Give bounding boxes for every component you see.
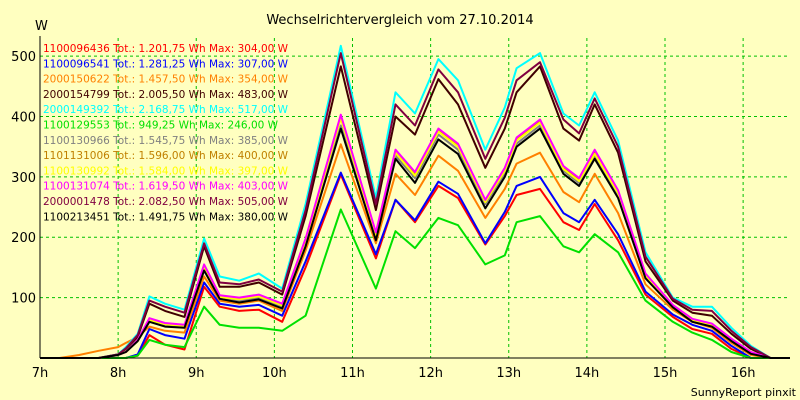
series-lines (40, 44, 790, 359)
series-line-1100213451 (40, 127, 790, 359)
legend-entry: 1100213451 Tot.: 1.491,75 Wh Max: 380,00… (43, 211, 289, 223)
legend-entry: 1100130966 Tot.: 1.545,75 Wh Max: 385,00… (43, 135, 289, 147)
x-tick-label: 12h (418, 366, 443, 381)
x-tick-labels: 7h 8h 9h 10h 11h 12h 13h 14h 15h 16h (32, 366, 756, 381)
legend-entry: 2000001478 Tot.: 2.082,50 Wh Max: 505,00… (43, 196, 289, 208)
footer-credit: SunnyReport pinxit (691, 386, 797, 399)
legend-entry: 1100096436 Tot.: 1.201,75 Wh Max: 304,00… (43, 43, 289, 55)
legend-entry: 1100129553 Tot.: 949,25 Wh Max: 246,00 W (43, 120, 279, 132)
y-tick-label: 500 (11, 50, 36, 65)
y-tick-label: 100 (11, 292, 36, 307)
x-tick-label: 8h (110, 366, 127, 381)
x-tick-label: 14h (574, 366, 599, 381)
series-line-2000001478 (40, 52, 790, 359)
x-tick-label: 13h (496, 366, 521, 381)
x-tick-label: 10h (262, 366, 287, 381)
y-tick-label: 300 (11, 171, 36, 186)
legend-entry: 2000150622 Tot.: 1.457,50 Wh Max: 354,00… (43, 74, 289, 86)
y-axis-unit: W (35, 19, 48, 34)
legend-entry: 1100096541 Tot.: 1.281,25 Wh Max: 307,00… (43, 58, 289, 70)
x-tick-label: 15h (653, 366, 678, 381)
legend: 1100096436 Tot.: 1.201,75 Wh Max: 304,00… (43, 43, 289, 223)
x-tick-label: 11h (340, 366, 365, 381)
legend-entry: 2000149392 Tot.: 2.168,75 Wh Max: 517,00… (43, 104, 289, 116)
axes (39, 36, 790, 359)
y-tick-label: 400 (11, 110, 36, 125)
series-line-1100129553 (40, 208, 790, 359)
series-line-1100096541 (40, 171, 790, 359)
legend-entry: 1101131006 Tot.: 1.596,00 Wh Max: 400,00… (43, 150, 289, 162)
y-tick-label: 200 (11, 231, 36, 246)
legend-entry: 1100130992 Tot.: 1.584,00 Wh Max: 397,00… (43, 165, 289, 177)
chart-title: Wechselrichtervergleich vom 27.10.2014 (266, 13, 533, 28)
x-tick-label: 9h (188, 366, 205, 381)
legend-entry: 1100131074 Tot.: 1.619,50 Wh Max: 403,00… (43, 181, 289, 193)
legend-entry: 2000154799 Tot.: 2.005,50 Wh Max: 483,00… (43, 89, 289, 101)
x-tick-label: 16h (731, 366, 756, 381)
y-tick-labels: 100 200 300 400 500 (11, 50, 36, 307)
x-tick-label: 7h (32, 366, 49, 381)
